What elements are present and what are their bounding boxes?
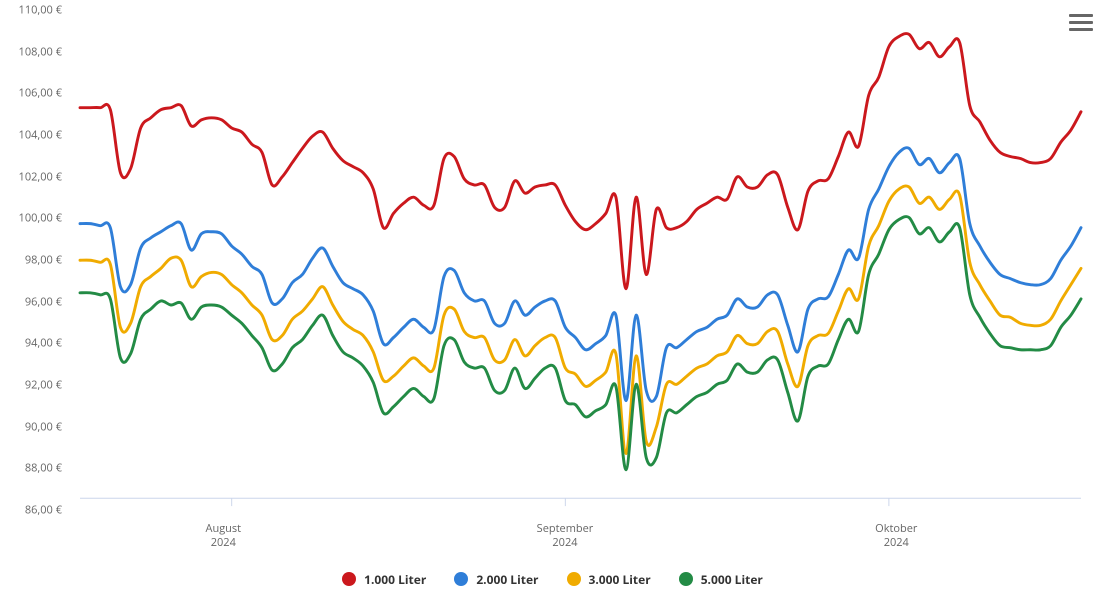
legend-label: 3.000 Liter	[589, 571, 651, 588]
y-tick-label: 106,00 €	[0, 86, 62, 101]
legend-item[interactable]: 3.000 Liter	[567, 571, 651, 588]
legend-swatch	[679, 572, 693, 586]
price-chart: 86,00 € 88,00 € 90,00 € 92,00 € 94,00 € 96,00…	[0, 0, 1105, 602]
plot-area	[68, 10, 1093, 510]
y-tick-label: 90,00 €	[0, 419, 62, 434]
legend-swatch	[567, 572, 581, 586]
legend-label: 5.000 Liter	[701, 571, 763, 588]
legend-swatch	[342, 572, 356, 586]
x-tick-label: Oktober2024	[875, 522, 917, 551]
y-tick-label: 100,00 €	[0, 211, 62, 226]
y-tick-label: 88,00 €	[0, 461, 62, 476]
x-tick-label: August2024	[206, 522, 242, 551]
y-tick-label: 110,00 €	[0, 3, 62, 18]
legend-item[interactable]: 1.000 Liter	[342, 571, 426, 588]
y-tick-label: 102,00 €	[0, 169, 62, 184]
y-tick-label: 96,00 €	[0, 294, 62, 309]
y-tick-label: 86,00 €	[0, 503, 62, 518]
x-tick-label: September2024	[537, 522, 594, 551]
legend-label: 2.000 Liter	[476, 571, 538, 588]
y-tick-label: 92,00 €	[0, 378, 62, 393]
y-tick-label: 108,00 €	[0, 44, 62, 59]
legend-label: 1.000 Liter	[364, 571, 426, 588]
y-tick-label: 104,00 €	[0, 128, 62, 143]
legend-item[interactable]: 5.000 Liter	[679, 571, 763, 588]
series-line	[80, 148, 1081, 402]
legend-item[interactable]: 2.000 Liter	[454, 571, 538, 588]
y-tick-label: 94,00 €	[0, 336, 62, 351]
y-tick-label: 98,00 €	[0, 253, 62, 268]
legend: 1.000 Liter 2.000 Liter 3.000 Liter 5.000 L…	[0, 571, 1105, 591]
legend-swatch	[454, 572, 468, 586]
